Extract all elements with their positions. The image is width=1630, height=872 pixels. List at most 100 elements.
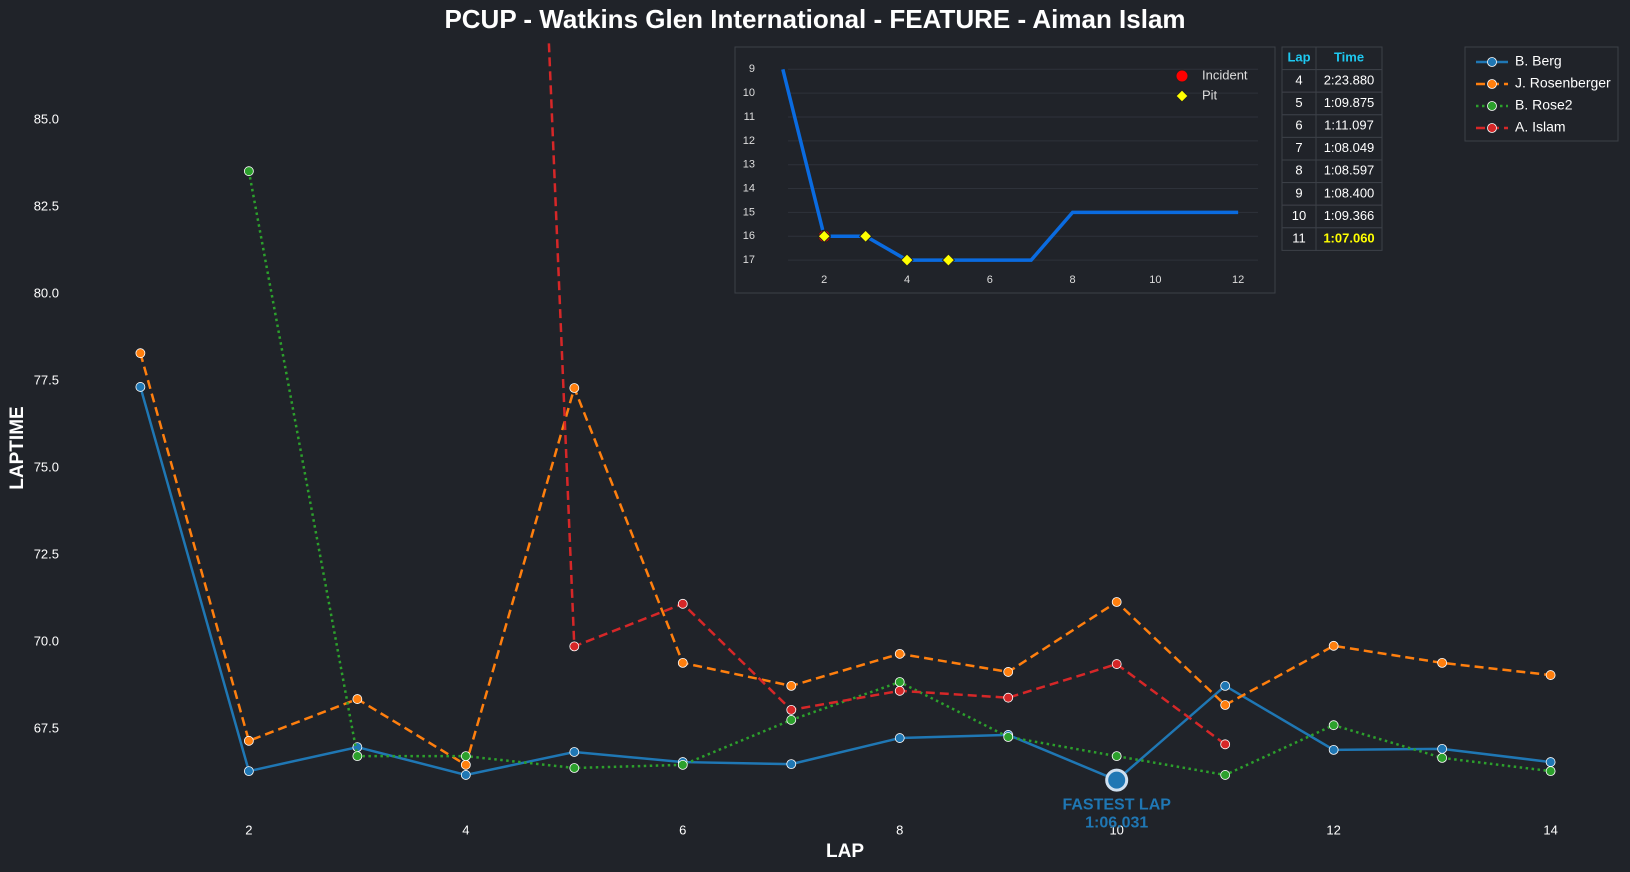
table-text: 1:11.097 bbox=[1324, 118, 1374, 133]
y-tick-label: 80.0 bbox=[34, 285, 59, 300]
data-point bbox=[1437, 752, 1448, 763]
data-point bbox=[786, 759, 797, 770]
y-tick-label: 70.0 bbox=[34, 633, 59, 648]
x-tick-label: 2 bbox=[245, 822, 252, 837]
y-tick-label: 11 bbox=[744, 111, 755, 123]
table-text: 1:08.597 bbox=[1324, 163, 1375, 178]
position-line bbox=[781, 68, 1239, 262]
y-tick-label: 85.0 bbox=[34, 111, 59, 126]
data-point bbox=[894, 677, 905, 687]
data-point bbox=[1328, 640, 1339, 651]
data-point bbox=[1111, 597, 1122, 607]
x-tick-label: 6 bbox=[679, 822, 686, 837]
x-axis-label: LAP bbox=[826, 841, 864, 862]
x-tick-label: 4 bbox=[904, 274, 910, 286]
data-point bbox=[1003, 732, 1014, 742]
data-point bbox=[243, 766, 254, 777]
x-tick-label: 2 bbox=[821, 274, 827, 286]
data-point bbox=[1328, 720, 1339, 731]
table-text: 7 bbox=[1295, 140, 1302, 155]
table-text: 9 bbox=[1295, 185, 1302, 200]
y-tick-label: 10 bbox=[743, 87, 755, 99]
x-tick-label: 8 bbox=[896, 822, 903, 837]
legend-marker bbox=[1175, 89, 1189, 103]
table-text: 1:09.875 bbox=[1324, 95, 1375, 110]
data-point bbox=[569, 383, 580, 393]
data-point bbox=[786, 705, 797, 715]
legend-marker bbox=[1487, 101, 1497, 111]
data-point bbox=[786, 715, 797, 725]
series-line bbox=[139, 386, 1551, 782]
data-point bbox=[677, 759, 688, 770]
legend-label: J. Rosenberger bbox=[1515, 75, 1611, 91]
table-text: 1:07.060 bbox=[1323, 231, 1374, 246]
data-point bbox=[1003, 692, 1014, 703]
data-point bbox=[677, 598, 688, 609]
legend-marker bbox=[1487, 57, 1497, 67]
table-text: 1:08.049 bbox=[1324, 140, 1375, 155]
data-point bbox=[1437, 657, 1448, 668]
x-tick-label: 10 bbox=[1149, 274, 1161, 286]
legend-label: Incident bbox=[1202, 67, 1248, 82]
data-point bbox=[460, 759, 471, 770]
data-point bbox=[894, 733, 905, 743]
y-tick-label: 75.0 bbox=[34, 459, 59, 474]
plot-area bbox=[135, 40, 1556, 786]
data-point bbox=[352, 694, 363, 704]
x-tick-label: 12 bbox=[1232, 274, 1244, 286]
y-tick-label: 17 bbox=[743, 254, 755, 266]
event-marker bbox=[900, 253, 914, 267]
data-point bbox=[352, 751, 363, 762]
table-text: 10 bbox=[1292, 208, 1306, 223]
annotation-value: 1:06.031 bbox=[1085, 814, 1148, 831]
table-text: 8 bbox=[1295, 163, 1302, 178]
event-marker bbox=[941, 253, 956, 267]
data-point bbox=[569, 747, 580, 757]
x-tick-label: 6 bbox=[987, 274, 993, 286]
y-tick-label: 72.5 bbox=[34, 546, 59, 561]
data-point bbox=[135, 348, 146, 359]
y-tick-label: 16 bbox=[743, 230, 755, 242]
data-point bbox=[135, 382, 146, 392]
legend-label: B. Rose2 bbox=[1515, 97, 1573, 113]
data-point bbox=[243, 735, 254, 746]
y-tick-label: 12 bbox=[743, 135, 755, 147]
table-text: 2:23.880 bbox=[1324, 72, 1375, 87]
data-point bbox=[1545, 757, 1556, 767]
data-point bbox=[1545, 766, 1556, 777]
y-tick-label: 13 bbox=[743, 159, 755, 171]
data-point bbox=[894, 685, 905, 696]
fastest-lap-highlight bbox=[1105, 768, 1129, 792]
x-tick-label: 10 bbox=[1109, 822, 1123, 837]
data-point bbox=[243, 166, 254, 177]
data-point bbox=[1437, 743, 1448, 754]
legend-marker bbox=[1487, 123, 1497, 133]
x-tick-label: 14 bbox=[1543, 822, 1557, 837]
legend-marker bbox=[1487, 79, 1497, 89]
data-point bbox=[1111, 659, 1122, 669]
table-header: Lap bbox=[1287, 50, 1310, 65]
x-tick-label: 8 bbox=[1070, 274, 1076, 286]
data-point bbox=[1545, 670, 1556, 680]
table-text: 6 bbox=[1295, 118, 1302, 133]
legend-label: A. Islam bbox=[1515, 119, 1566, 135]
y-tick-label: 9 bbox=[749, 63, 755, 75]
series-line bbox=[139, 352, 1551, 767]
y-tick-label: 67.5 bbox=[34, 720, 59, 735]
legend-label: B. Berg bbox=[1515, 53, 1562, 69]
table-header: Time bbox=[1334, 50, 1364, 65]
annotation-text: FASTEST LAP bbox=[1062, 796, 1171, 813]
event-marker bbox=[858, 229, 873, 243]
data-point bbox=[1220, 770, 1231, 780]
legend-marker bbox=[1175, 69, 1189, 83]
y-tick-label: 77.5 bbox=[34, 372, 59, 387]
data-point bbox=[677, 657, 688, 668]
table-text: 5 bbox=[1295, 95, 1302, 110]
y-tick-label: 15 bbox=[743, 206, 755, 218]
y-axis-label: LAPTIME bbox=[7, 406, 28, 489]
data-point bbox=[460, 770, 471, 780]
event-marker bbox=[817, 229, 831, 243]
table-text: 1:09.366 bbox=[1324, 208, 1375, 223]
data-point bbox=[1111, 751, 1122, 762]
